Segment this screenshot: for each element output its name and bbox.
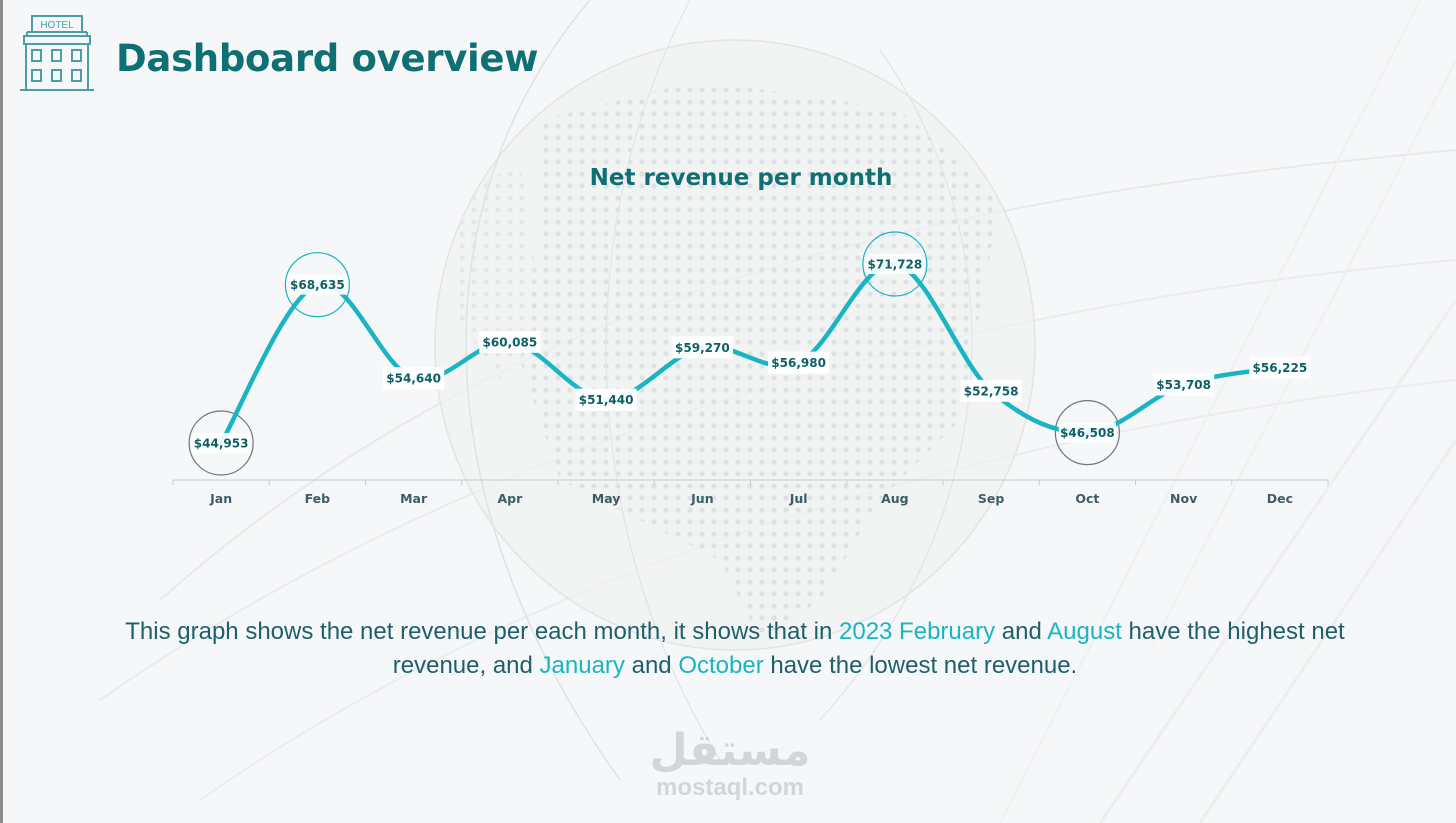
caption-highlight-october: October <box>678 652 764 679</box>
hotel-icon-label: HOTEL <box>40 20 74 31</box>
low-circle-jan <box>188 410 254 476</box>
data-label: $54,640 <box>383 367 445 390</box>
high-circle-aug <box>862 231 928 297</box>
data-label: $44,953 <box>192 433 250 453</box>
watermark-text: mostaql.com <box>655 774 805 801</box>
x-tick-may: May <box>592 491 621 506</box>
x-tick-mar: Mar <box>400 491 428 506</box>
caption-text: have the highest net revenue, and <box>392 618 1345 679</box>
caption: This graph shows the net revenue per eac… <box>90 615 1380 683</box>
svg-text:$68,635: $68,635 <box>290 278 345 292</box>
caption-text: and <box>995 618 1048 645</box>
data-label: $59,270 <box>671 336 733 359</box>
x-tick-jul: Jul <box>789 491 808 506</box>
data-labels: $44,953 $68,635 $54,640 $60,085 $51,440 $59,2… <box>192 254 1311 453</box>
low-circle-oct <box>1054 400 1120 466</box>
caption-highlight-august: August <box>1047 618 1122 645</box>
x-axis <box>172 479 1329 485</box>
high-circle-feb <box>284 252 350 318</box>
svg-text:$53,708: $53,708 <box>1156 378 1211 392</box>
data-label: $56,980 <box>768 351 830 374</box>
x-tick-nov: Nov <box>1170 491 1197 506</box>
x-tick-apr: Apr <box>497 491 523 506</box>
svg-text:$60,085: $60,085 <box>483 335 538 349</box>
x-tick-jun: Jun <box>690 491 713 506</box>
x-tick-feb: Feb <box>305 491 331 506</box>
caption-text: have the lowest net revenue. <box>763 652 1078 679</box>
x-tick-sep: Sep <box>978 491 1004 506</box>
svg-text:$59,270: $59,270 <box>675 341 730 355</box>
x-tick-dec: Dec <box>1267 491 1293 506</box>
data-label: $56,225 <box>1249 356 1311 379</box>
data-label: $52,758 <box>960 379 1022 402</box>
svg-text:$54,640: $54,640 <box>386 372 441 386</box>
svg-text:$56,980: $56,980 <box>771 356 826 370</box>
x-tick-labels: Jan Feb Mar Apr May Jun Jul Aug Sep Oct Nov Dec <box>209 491 1293 506</box>
data-label: $51,440 <box>575 388 637 411</box>
svg-text:$44,953: $44,953 <box>194 437 249 451</box>
data-label: $53,708 <box>1153 373 1215 396</box>
svg-text:$52,758: $52,758 <box>964 384 1019 398</box>
caption-text: This graph shows the net revenue per eac… <box>125 618 839 645</box>
caption-highlight-january: January <box>539 652 625 679</box>
svg-text:$71,728: $71,728 <box>868 258 923 272</box>
x-tick-jan: Jan <box>209 491 232 506</box>
hotel-building-icon: HOTEL <box>20 15 94 91</box>
watermark-arabic: مستقل <box>649 725 811 776</box>
svg-text:$51,440: $51,440 <box>579 393 634 407</box>
x-tick-oct: Oct <box>1075 491 1099 506</box>
highlight-circles <box>188 231 1120 476</box>
caption-highlight-february: 2023 February <box>839 618 996 645</box>
revenue-line <box>218 261 1283 446</box>
watermark: مستقل mostaql.com <box>600 725 860 801</box>
page-title: Dashboard overview <box>116 37 539 80</box>
chart-title: Net revenue per month <box>589 165 893 191</box>
caption-text: and <box>624 652 679 679</box>
left-border <box>0 0 3 823</box>
data-label: $46,508 <box>1058 422 1116 443</box>
data-label: $68,635 <box>288 274 346 295</box>
svg-text:$56,225: $56,225 <box>1253 361 1308 375</box>
x-tick-aug: Aug <box>881 491 909 506</box>
header: HOTEL <box>18 14 96 94</box>
data-label: $71,728 <box>866 254 924 274</box>
svg-text:$46,508: $46,508 <box>1060 426 1115 440</box>
data-label: $60,085 <box>479 330 541 353</box>
